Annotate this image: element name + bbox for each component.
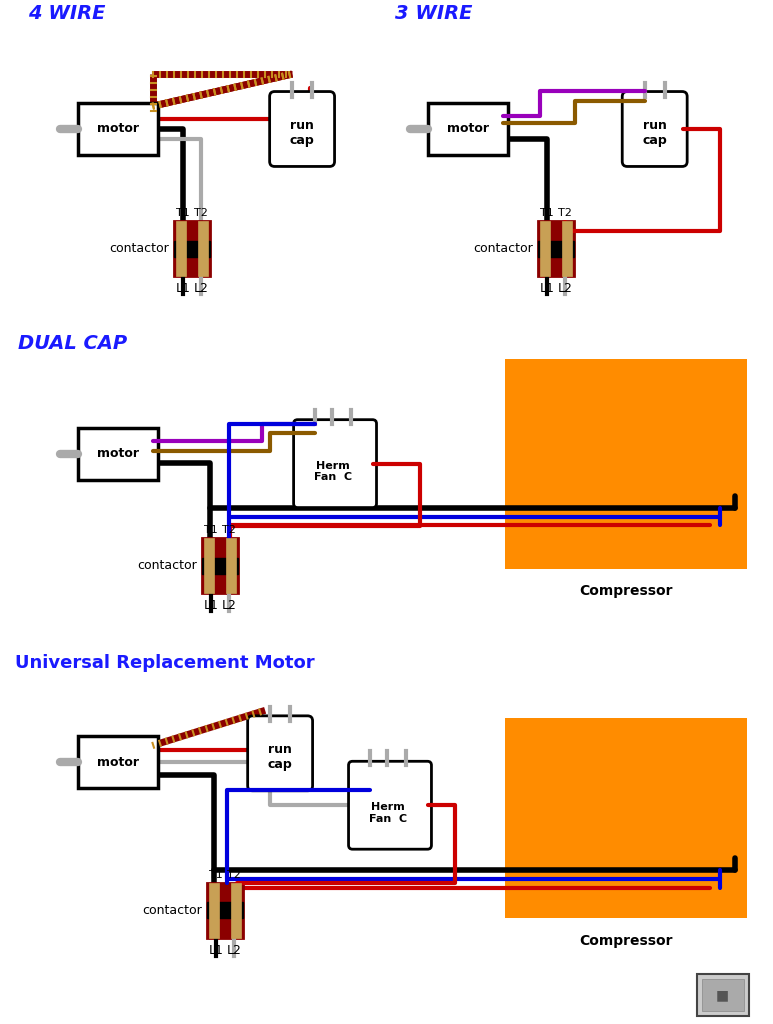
Text: L1: L1 (209, 943, 223, 956)
Bar (505, 358, 747, 568)
Text: motor: motor (447, 123, 489, 135)
Bar (78, 428, 158, 479)
Bar (207, 883, 243, 938)
Text: ■: ■ (716, 988, 729, 1002)
Text: motor: motor (97, 447, 139, 460)
FancyBboxPatch shape (349, 761, 431, 849)
Bar (78, 736, 158, 788)
Text: T2: T2 (194, 209, 208, 218)
Bar (203, 538, 238, 593)
FancyBboxPatch shape (622, 91, 687, 167)
FancyBboxPatch shape (294, 420, 376, 508)
Text: L2: L2 (222, 599, 237, 612)
Text: T1: T1 (204, 525, 218, 536)
Bar (174, 241, 210, 257)
Text: L2: L2 (557, 283, 572, 295)
Text: T1: T1 (540, 209, 553, 218)
Text: DUAL CAP: DUAL CAP (19, 334, 128, 352)
Text: 4 WIRE: 4 WIRE (29, 4, 106, 24)
Bar (696, 974, 748, 1016)
Text: contactor: contactor (110, 243, 169, 255)
Text: L1: L1 (175, 283, 191, 295)
Text: Compressor: Compressor (579, 934, 673, 948)
Text: T2: T2 (227, 869, 241, 880)
Bar (231, 883, 241, 938)
Text: motor: motor (97, 756, 139, 769)
Bar (209, 883, 220, 938)
Bar (540, 221, 550, 276)
Text: T2: T2 (558, 209, 572, 218)
Text: contactor: contactor (473, 243, 533, 255)
Bar (562, 221, 572, 276)
Text: Universal Replacement Motor: Universal Replacement Motor (15, 654, 315, 673)
Text: Herm
Fan  C: Herm Fan C (314, 461, 352, 482)
Bar (204, 538, 214, 593)
Bar (78, 103, 158, 155)
Text: contactor: contactor (138, 559, 197, 572)
Text: L1: L1 (540, 283, 554, 295)
Text: L1: L1 (204, 599, 219, 612)
Text: L2: L2 (226, 943, 242, 956)
Bar (538, 241, 574, 257)
Bar (176, 221, 186, 276)
Text: Herm
Fan  C: Herm Fan C (369, 803, 407, 824)
Bar (203, 557, 238, 573)
FancyBboxPatch shape (247, 716, 312, 791)
Bar (505, 719, 747, 919)
Bar (198, 221, 208, 276)
Bar (428, 103, 508, 155)
Text: contactor: contactor (142, 903, 203, 916)
Text: 3 WIRE: 3 WIRE (395, 4, 472, 24)
Text: L2: L2 (194, 283, 209, 295)
Bar (702, 979, 744, 1011)
Text: T1: T1 (209, 869, 223, 880)
Bar (174, 221, 210, 276)
Bar (207, 902, 243, 919)
Text: run
cap: run cap (290, 119, 315, 147)
Bar (538, 221, 574, 276)
Text: run
cap: run cap (642, 119, 667, 147)
Text: T1: T1 (176, 209, 190, 218)
Text: Compressor: Compressor (579, 585, 673, 598)
FancyBboxPatch shape (270, 91, 335, 167)
Text: run
cap: run cap (267, 743, 292, 771)
Text: T2: T2 (223, 525, 236, 536)
Bar (226, 538, 237, 593)
Text: motor: motor (97, 123, 139, 135)
